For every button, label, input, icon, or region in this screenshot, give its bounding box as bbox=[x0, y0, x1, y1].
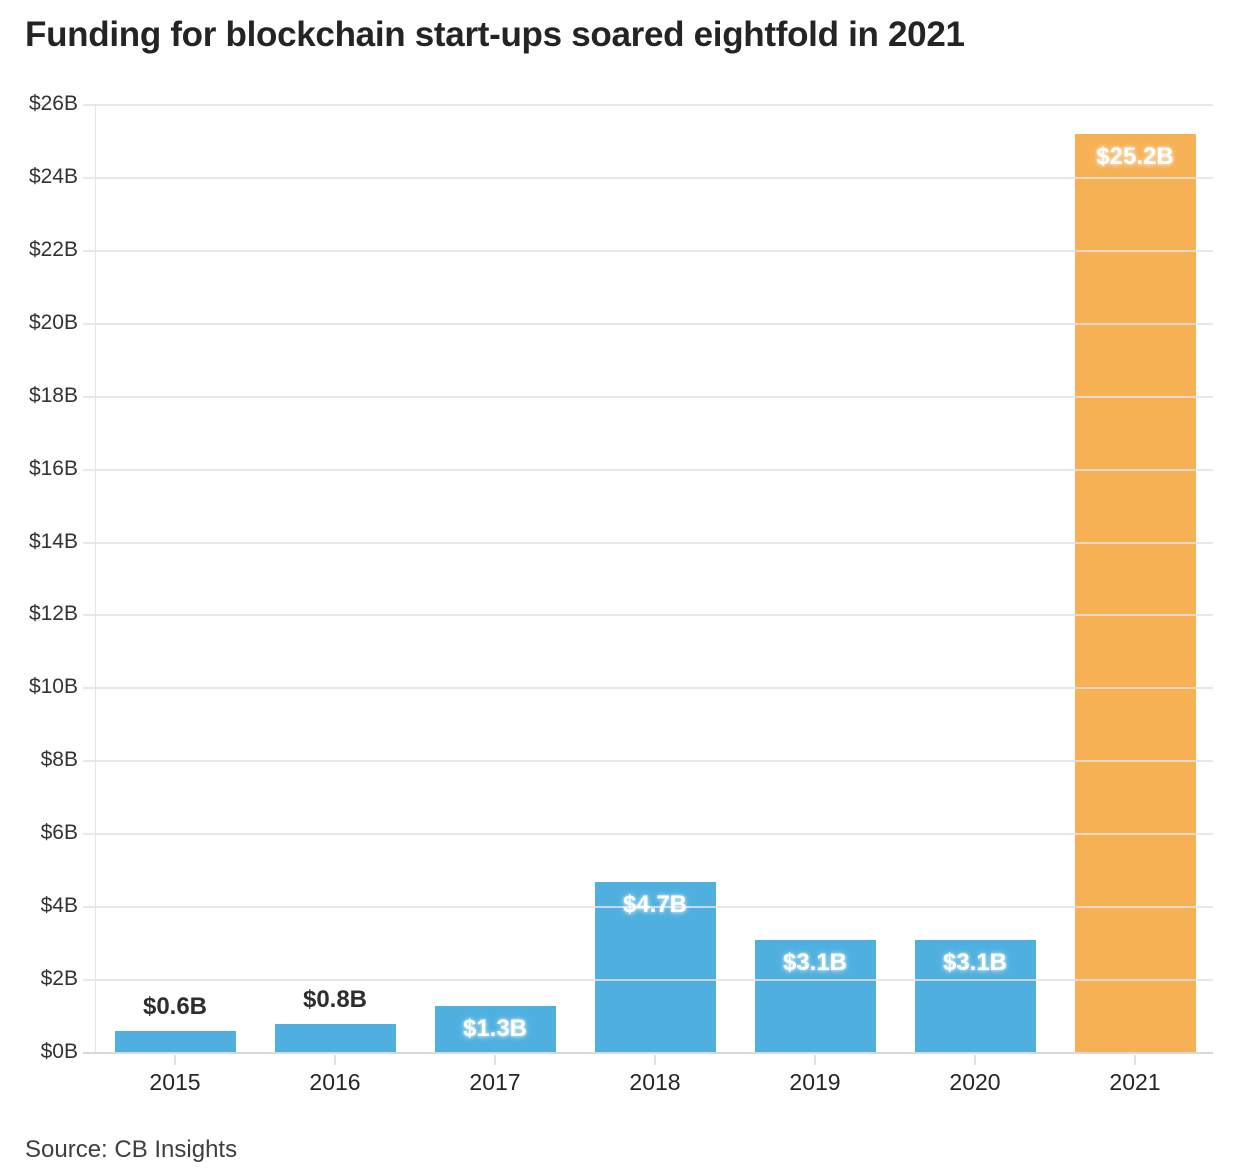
gridline-$14B bbox=[83, 541, 1213, 544]
gridline-$26B bbox=[83, 104, 1213, 106]
bar-2015 bbox=[114, 1031, 236, 1052]
x-axis-tick-2021 bbox=[1134, 1055, 1136, 1065]
x-axis-label-2017: 2017 bbox=[469, 1069, 521, 1095]
value-label-2020: $3.1B bbox=[942, 949, 1008, 976]
gridline-$4B bbox=[83, 906, 1213, 909]
gridline-$20B bbox=[83, 322, 1213, 325]
bar-2017 bbox=[434, 1006, 556, 1052]
x-axis-tick-2017 bbox=[494, 1055, 496, 1065]
chart-title: Funding for blockchain start-ups soared … bbox=[25, 15, 965, 54]
y-axis-tick-label: $2B bbox=[40, 967, 78, 991]
x-axis-tick-2015 bbox=[174, 1055, 176, 1065]
value-label-2015: $0.6B bbox=[142, 993, 208, 1020]
gridline-$22B bbox=[83, 249, 1213, 252]
x-axis-label-2015: 2015 bbox=[149, 1069, 201, 1095]
gridline-$6B bbox=[83, 833, 1213, 836]
y-axis-tick-label: $4B bbox=[40, 894, 78, 918]
value-label-2017: $1.3B bbox=[462, 1015, 528, 1042]
value-label-2018: $4.7B bbox=[622, 891, 688, 918]
x-axis-label-2020: 2020 bbox=[949, 1069, 1001, 1095]
x-axis-label-2018: 2018 bbox=[629, 1069, 681, 1095]
bar-2019 bbox=[754, 940, 876, 1052]
gridline-$10B bbox=[83, 687, 1213, 690]
value-label-2021: $25.2B bbox=[1096, 143, 1174, 170]
x-axis-tick-2020 bbox=[974, 1055, 976, 1065]
x-axis-tick-2016 bbox=[334, 1055, 336, 1065]
y-axis-tick-label: $6B bbox=[40, 821, 78, 845]
gridline-$18B bbox=[83, 395, 1213, 398]
source-credit: Source: CB Insights bbox=[25, 1136, 238, 1163]
y-axis-tick-label: $24B bbox=[28, 164, 78, 188]
y-axis-tick-label: $20B bbox=[28, 310, 78, 334]
bar-2016 bbox=[274, 1024, 396, 1052]
y-axis-tick-label: $26B bbox=[28, 92, 78, 115]
y-axis-tick-label: $8B bbox=[40, 748, 78, 772]
gridline-$8B bbox=[83, 760, 1213, 763]
value-label-2019: $3.1B bbox=[782, 949, 848, 976]
x-axis-label-2019: 2019 bbox=[789, 1069, 841, 1095]
y-axis-tick-label: $0B bbox=[40, 1040, 78, 1063]
bar-2018 bbox=[594, 882, 716, 1052]
y-axis-tick-label: $12B bbox=[28, 602, 78, 626]
gridline-$0B bbox=[83, 1052, 1213, 1054]
y-axis-line bbox=[95, 105, 96, 1053]
y-axis-tick-label: $16B bbox=[28, 456, 78, 480]
x-axis-label-2016: 2016 bbox=[309, 1069, 361, 1095]
x-axis-tick-2018 bbox=[654, 1055, 656, 1065]
y-axis-tick-label: $18B bbox=[28, 383, 78, 407]
x-axis-tick-2019 bbox=[814, 1055, 816, 1065]
gridline-$12B bbox=[83, 614, 1213, 617]
y-axis-tick-label: $10B bbox=[28, 675, 78, 699]
bar-2020 bbox=[914, 940, 1036, 1052]
gridline-$2B bbox=[83, 979, 1213, 982]
gridline-$24B bbox=[83, 176, 1213, 179]
y-axis-tick-label: $22B bbox=[28, 237, 78, 261]
x-axis-label-2021: 2021 bbox=[1109, 1069, 1161, 1095]
gridline-$16B bbox=[83, 468, 1213, 471]
y-axis-tick-label: $14B bbox=[28, 529, 78, 553]
bar-2021 bbox=[1074, 134, 1196, 1052]
value-label-2016: $0.8B bbox=[302, 986, 368, 1013]
